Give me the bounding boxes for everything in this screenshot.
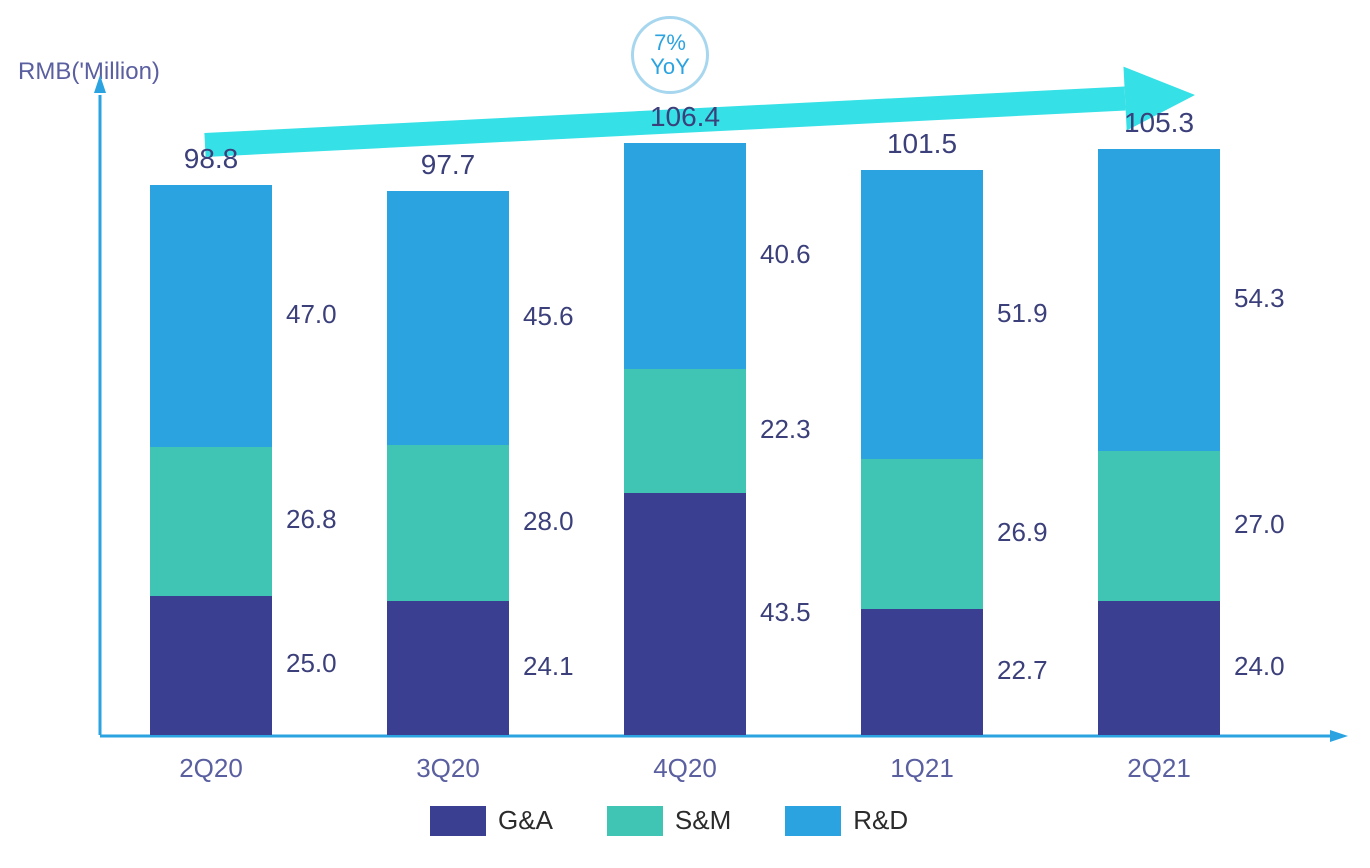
bar-segment-ga [624, 493, 746, 735]
segment-value-label: 22.7 [997, 655, 1048, 686]
bar-segment-rd [150, 185, 272, 447]
bar-total-label: 106.4 [605, 101, 765, 133]
y-axis [94, 75, 114, 755]
bar-segment-rd [1098, 149, 1220, 451]
bar-segment-ga [387, 601, 509, 735]
segment-value-label: 54.3 [1234, 283, 1285, 314]
bar-segment-sm [150, 447, 272, 596]
segment-value-label: 22.3 [760, 414, 811, 445]
y-axis-label: RMB('Million) [18, 58, 160, 86]
segment-value-label: 26.8 [286, 504, 337, 535]
bar-segment-sm [387, 445, 509, 601]
bar-group: 24.128.045.697.7 [387, 95, 509, 735]
bar-total-label: 105.3 [1079, 107, 1239, 139]
segment-value-label: 45.6 [523, 301, 574, 332]
bar-group: 43.522.340.6106.4 [624, 95, 746, 735]
bar-group: 24.027.054.3105.3 [1098, 95, 1220, 735]
segment-value-label: 47.0 [286, 299, 337, 330]
yoy-badge: 7% YoY [631, 16, 709, 94]
bar-segment-ga [1098, 601, 1220, 735]
legend-swatch [607, 806, 663, 836]
bar-group: 25.026.847.098.8 [150, 95, 272, 735]
legend-label: S&M [675, 805, 731, 836]
segment-value-label: 40.6 [760, 239, 811, 270]
category-label: 2Q21 [1079, 753, 1239, 784]
segment-value-label: 51.9 [997, 298, 1048, 329]
segment-value-label: 24.0 [1234, 651, 1285, 682]
legend-item-ga: G&A [430, 805, 583, 836]
bar-segment-rd [387, 191, 509, 445]
category-label: 2Q20 [131, 753, 291, 784]
bar-segment-ga [150, 596, 272, 735]
segment-value-label: 25.0 [286, 648, 337, 679]
legend-item-sm: S&M [607, 805, 761, 836]
legend-swatch [785, 806, 841, 836]
segment-value-label: 43.5 [760, 597, 811, 628]
bar-segment-sm [861, 459, 983, 609]
bar-segment-ga [861, 609, 983, 735]
segment-value-label: 27.0 [1234, 509, 1285, 540]
bar-segment-rd [861, 170, 983, 459]
legend-swatch [430, 806, 486, 836]
segment-value-label: 28.0 [523, 506, 574, 537]
category-label: 1Q21 [842, 753, 1002, 784]
legend: G&A S&M R&D [430, 805, 938, 836]
legend-label: R&D [853, 805, 908, 836]
segment-value-label: 26.9 [997, 517, 1048, 548]
yoy-badge-line2: YoY [650, 55, 690, 79]
yoy-badge-line1: 7% [654, 31, 686, 55]
bar-total-label: 98.8 [131, 143, 291, 175]
bar-segment-sm [1098, 451, 1220, 601]
bar-segment-sm [624, 369, 746, 493]
plot-area: 25.026.847.098.824.128.045.697.743.522.3… [100, 95, 1340, 735]
category-label: 3Q20 [368, 753, 528, 784]
legend-item-rd: R&D [785, 805, 938, 836]
bar-total-label: 101.5 [842, 128, 1002, 160]
legend-label: G&A [498, 805, 553, 836]
category-label: 4Q20 [605, 753, 765, 784]
expenses-stacked-bar-chart: RMB('Million) 7% YoY 25.026.847.098.824.… [0, 0, 1370, 868]
bar-group: 22.726.951.9101.5 [861, 95, 983, 735]
segment-value-label: 24.1 [523, 651, 574, 682]
bar-total-label: 97.7 [368, 149, 528, 181]
bar-segment-rd [624, 143, 746, 369]
